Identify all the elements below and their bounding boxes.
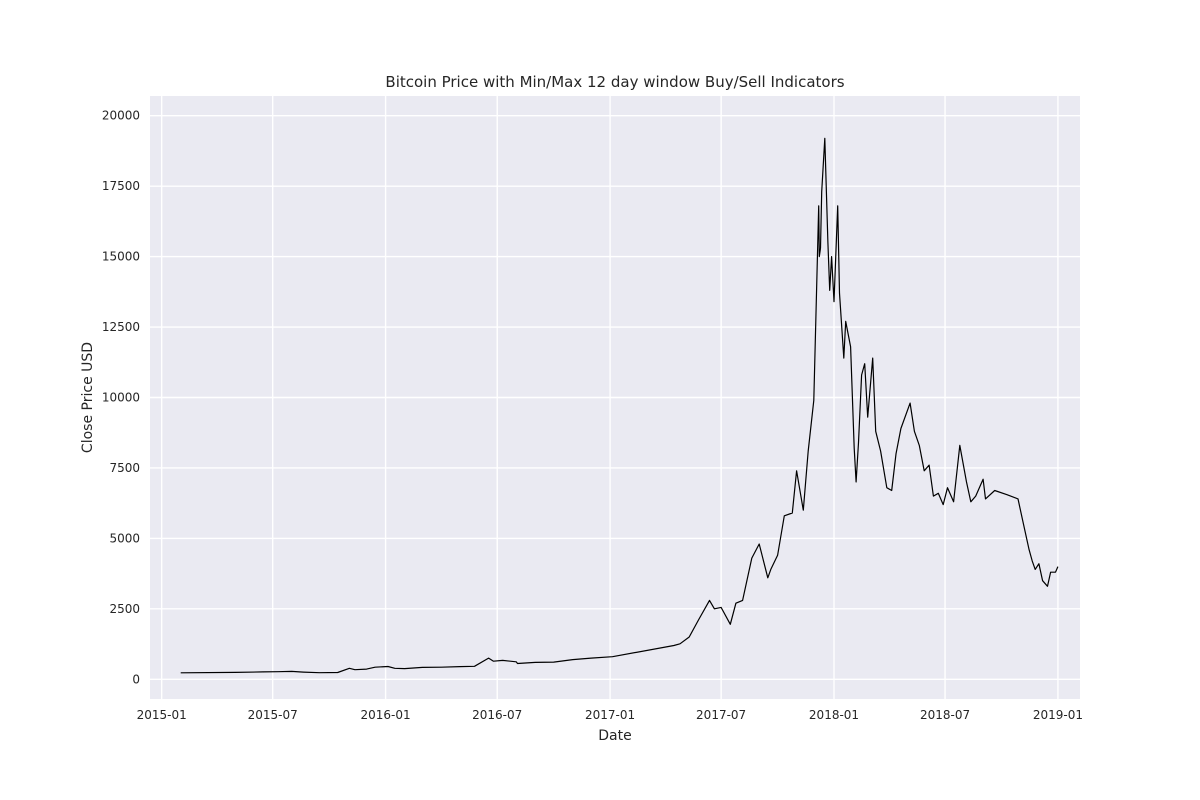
y-tick-label: 2500 (109, 602, 140, 616)
x-tick-label: 2015-07 (248, 708, 298, 722)
y-tick-label: 15000 (102, 250, 140, 264)
y-tick-label: 17500 (102, 179, 140, 193)
y-tick-label: 5000 (109, 531, 140, 545)
tick-labels: 2015-01 2015-07 2016-01 2016-07 2017-01 2017-… (102, 109, 1083, 722)
y-tick-label: 7500 (109, 461, 140, 475)
y-tick-label: 20000 (102, 109, 140, 123)
y-axis-label: Close Price USD (80, 342, 96, 453)
series-layer (180, 137, 1059, 674)
x-tick-label: 2017-01 (585, 708, 635, 722)
x-tick-label: 2016-01 (360, 708, 410, 722)
x-tick-label: 2018-01 (809, 708, 859, 722)
x-tick-label: 2019-01 (1033, 708, 1083, 722)
x-tick-label: 2017-07 (696, 708, 746, 722)
chart-title: Bitcoin Price with Min/Max 12 day window… (385, 73, 844, 91)
x-axis-label: Date (598, 728, 631, 744)
x-tick-label: 2018-07 (920, 708, 970, 722)
y-tick-label: 0 (132, 672, 140, 686)
y-tick-label: 12500 (102, 320, 140, 334)
y-tick-label: 10000 (102, 391, 140, 405)
price-series-line (180, 137, 1059, 674)
gridlines (150, 96, 1080, 699)
x-tick-label: 2015-01 (137, 708, 187, 722)
x-tick-label: 2016-07 (472, 708, 522, 722)
